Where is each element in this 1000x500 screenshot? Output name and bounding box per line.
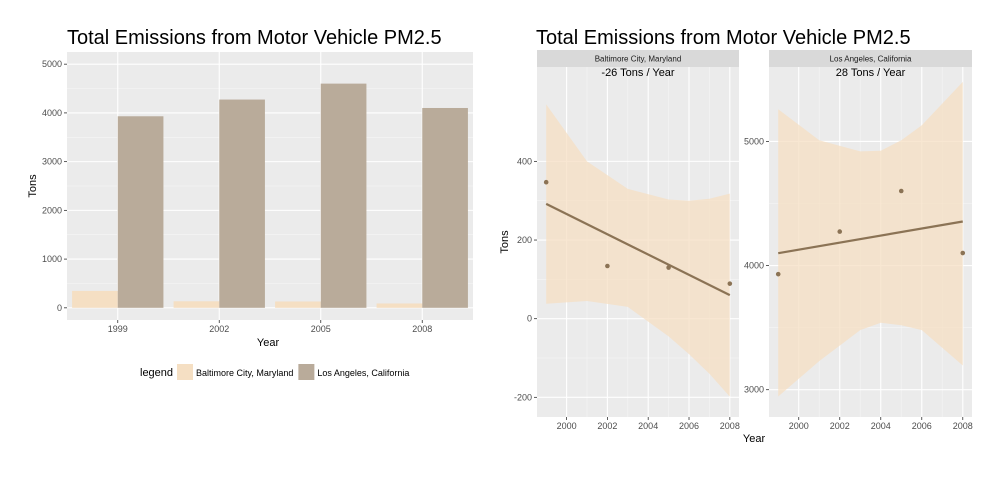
data-point bbox=[898, 188, 904, 194]
data-point bbox=[727, 281, 733, 286]
facet-x-tick-label: 2006 bbox=[679, 421, 699, 431]
bar-x-tick-label: 2008 bbox=[412, 324, 432, 334]
bar-chart-legend: legend Baltimore City, Maryland Los Angele… bbox=[140, 364, 409, 380]
bar-x-tick-label: 1999 bbox=[108, 324, 128, 334]
facet-strip bbox=[769, 50, 972, 67]
facet-x-tick-label: 2000 bbox=[789, 421, 809, 431]
bar-y-tick-label: 4000 bbox=[42, 108, 62, 118]
facet-y-tick-label: 4000 bbox=[744, 261, 764, 271]
bar-x-tick-label: 2002 bbox=[209, 324, 229, 334]
facet-x-tick-label: 2006 bbox=[912, 421, 932, 431]
bar bbox=[72, 290, 118, 308]
bar bbox=[173, 301, 220, 308]
bar bbox=[219, 99, 265, 308]
facet-x-tick-label: 2002 bbox=[830, 421, 850, 431]
bar bbox=[422, 107, 468, 308]
confidence-band bbox=[778, 81, 963, 397]
facet-strip bbox=[537, 50, 739, 67]
bar-chart: 0 1000 2000 3000 4000 5000 1999 2002 2005 2008 bbox=[42, 52, 473, 334]
trend-chart-xlabel: Year bbox=[743, 433, 766, 445]
data-point bbox=[960, 250, 966, 256]
facet-strip-label: Los Angeles, California bbox=[830, 55, 912, 64]
facet-y-tick-label: 200 bbox=[517, 235, 532, 245]
bar-chart-xlabel: Year bbox=[257, 337, 280, 349]
bar-chart-ylabel: Tons bbox=[27, 174, 39, 198]
data-point bbox=[775, 271, 781, 277]
slope-annotation: -26 Tons / Year bbox=[601, 67, 675, 79]
bar-y-tick-label: 2000 bbox=[42, 205, 62, 215]
trend-chart: Baltimore City, Maryland -200 0 200 400 2000 2… bbox=[514, 50, 973, 431]
bar-chart-title: Total Emissions from Motor Vehicle PM2.5 bbox=[67, 27, 442, 49]
legend-swatch bbox=[298, 364, 315, 380]
bar-y-tick-label: 0 bbox=[57, 303, 62, 313]
facet-y-tick-label: 3000 bbox=[744, 385, 764, 395]
legend-swatch bbox=[177, 364, 193, 380]
legend-label: Los Angeles, California bbox=[317, 368, 409, 378]
facet-x-tick-label: 2008 bbox=[720, 421, 740, 431]
bar-y-tick-label: 3000 bbox=[42, 157, 62, 167]
legend-label: Baltimore City, Maryland bbox=[196, 368, 293, 378]
facet-strip-label: Baltimore City, Maryland bbox=[595, 55, 682, 64]
facet-x-tick-label: 2004 bbox=[871, 421, 891, 431]
bar bbox=[376, 303, 423, 308]
bar-y-tick-label: 5000 bbox=[42, 59, 62, 69]
facet-y-tick-label: -200 bbox=[514, 392, 532, 402]
bar-x-tick-label: 2005 bbox=[311, 324, 331, 334]
facet-x-tick-label: 2004 bbox=[638, 421, 658, 431]
trend-line bbox=[545, 202, 731, 297]
trend-line bbox=[778, 220, 963, 255]
bar bbox=[275, 301, 321, 308]
bar bbox=[117, 116, 164, 308]
facet-y-tick-label: 400 bbox=[517, 156, 532, 166]
data-point bbox=[837, 229, 843, 234]
facet-y-tick-label: 5000 bbox=[744, 136, 764, 146]
trend-chart-title: Total Emissions from Motor Vehicle PM2.5 bbox=[536, 27, 911, 49]
data-point bbox=[605, 263, 610, 269]
bar-y-tick-label: 1000 bbox=[42, 254, 62, 264]
slope-annotation: 28 Tons / Year bbox=[836, 67, 906, 79]
facet-x-tick-label: 2008 bbox=[953, 421, 973, 431]
legend-title: legend bbox=[140, 367, 173, 379]
trend-chart-ylabel: Tons bbox=[499, 230, 511, 254]
facet-x-tick-label: 2000 bbox=[557, 421, 577, 431]
facet-y-tick-label: 0 bbox=[527, 314, 532, 324]
facet-x-tick-label: 2002 bbox=[597, 421, 617, 431]
bar bbox=[320, 83, 367, 308]
data-point bbox=[543, 179, 549, 185]
data-point bbox=[666, 265, 671, 270]
